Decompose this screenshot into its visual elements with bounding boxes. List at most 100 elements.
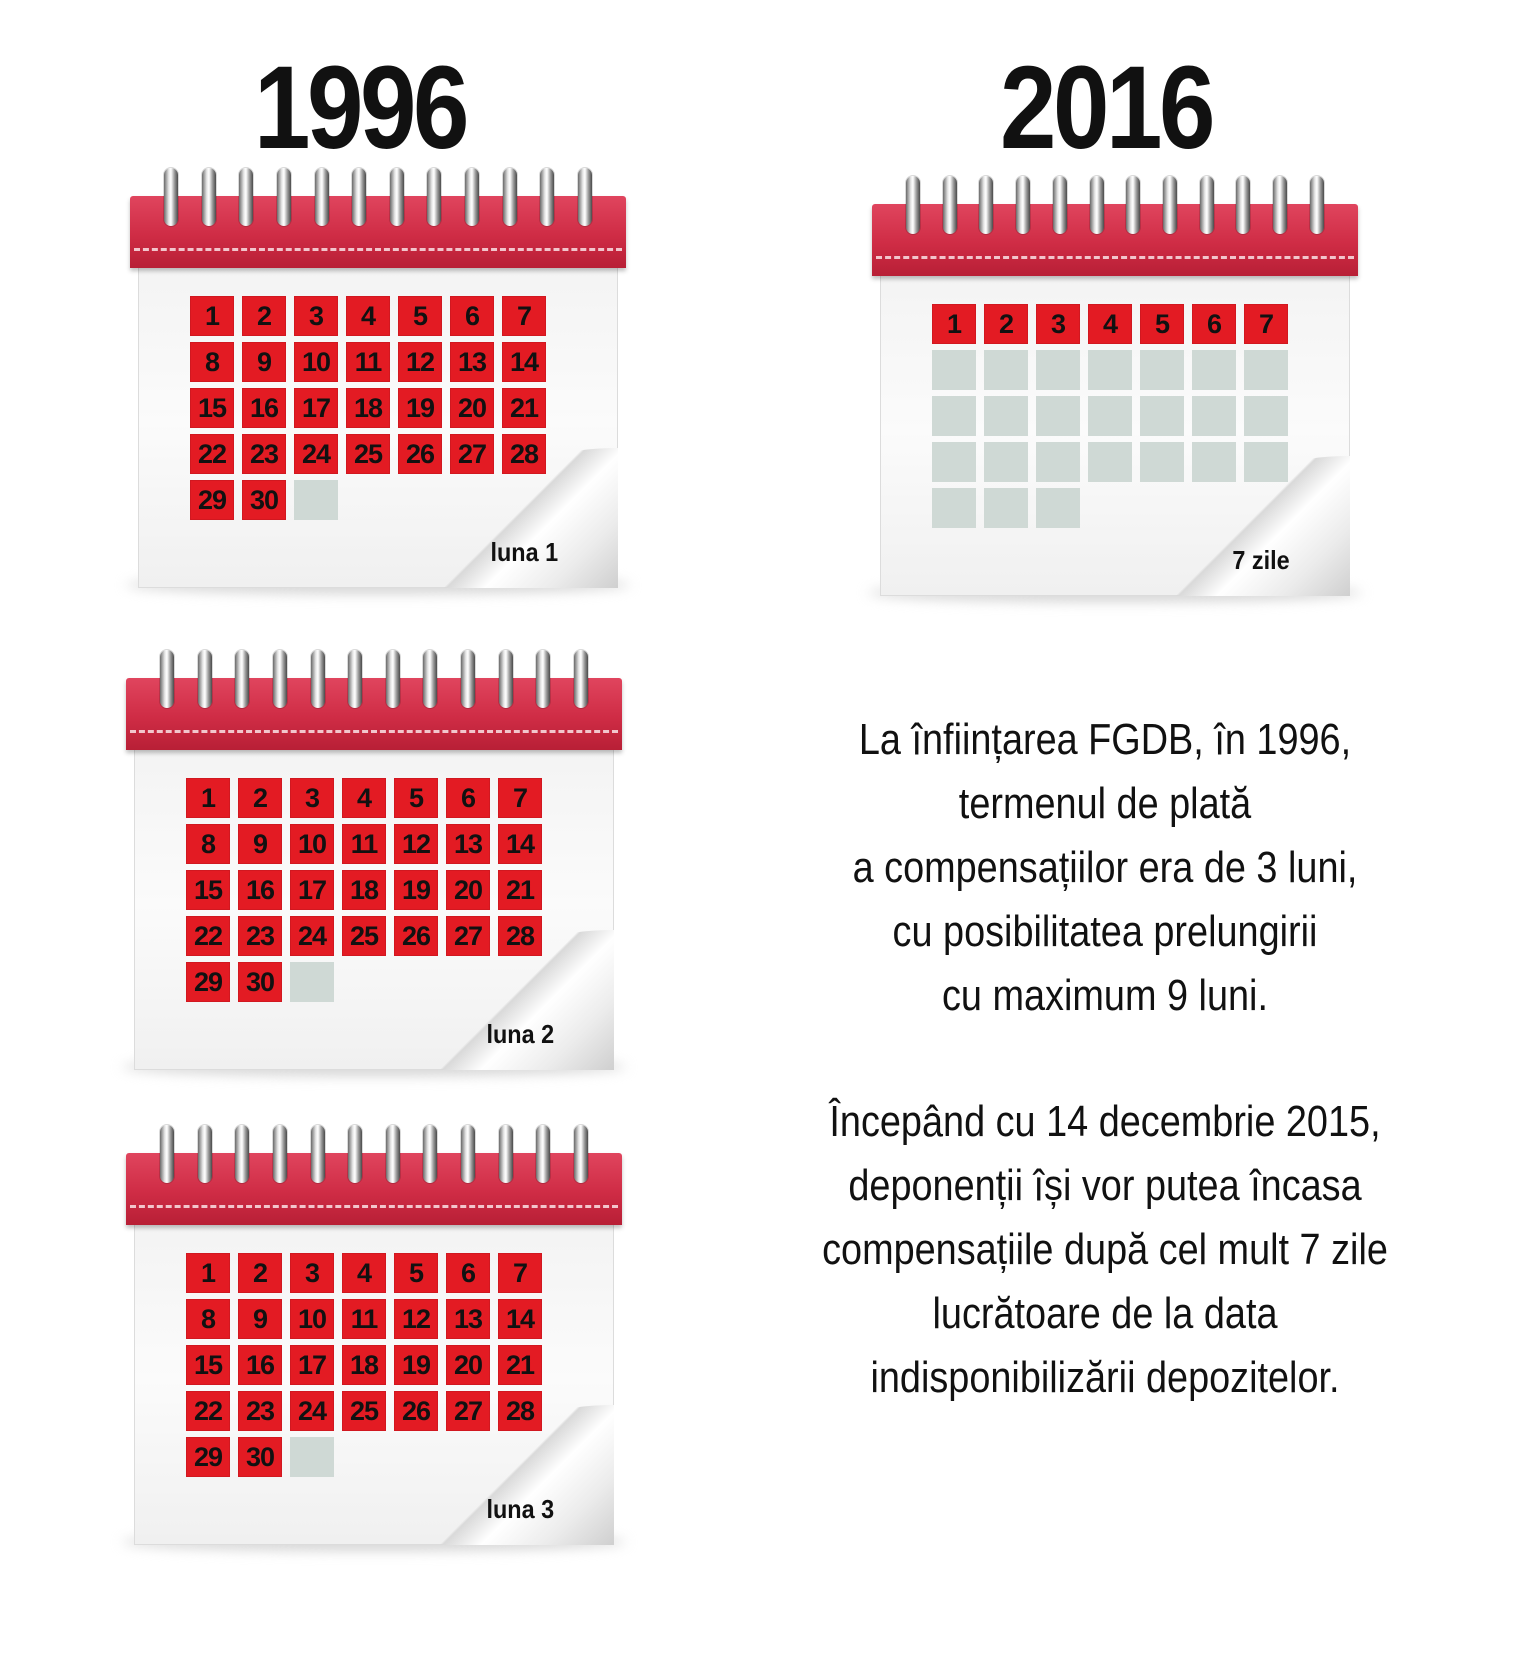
spiral-ring (1199, 176, 1214, 234)
day-cell-marked: 7 (1244, 304, 1288, 344)
day-cell-marked: 30 (238, 1437, 282, 1477)
day-cell-marked: 1 (186, 1253, 230, 1293)
day-cell-marked: 16 (238, 1345, 282, 1385)
info-line: indisponibilizării depozitelor. (870, 1353, 1340, 1402)
spiral-rings (160, 650, 588, 708)
day-cell-marked: 16 (238, 870, 282, 910)
spiral-ring (1016, 176, 1031, 234)
day-grid: 1 2 3 4 5 6 7 8 9 10 11 12 13 14 15 16 17 18 19 20 21 22 23 24 2… (186, 1253, 542, 1477)
spiral-ring (461, 1125, 475, 1183)
day-cell-marked: 16 (242, 388, 286, 428)
spiral-ring (272, 650, 287, 708)
day-cell-marked: 25 (342, 916, 386, 956)
day-cell-marked: 25 (342, 1391, 386, 1431)
day-cell-marked: 26 (394, 1391, 438, 1431)
spiral-ring (197, 1125, 212, 1183)
day-cell-marked: 13 (446, 824, 490, 864)
spiral-ring (577, 168, 592, 226)
spiral-ring (573, 650, 588, 708)
day-cell-empty (290, 962, 334, 1002)
spiral-rings (164, 168, 592, 226)
spiral-ring (348, 1125, 363, 1183)
day-cell-marked: 11 (342, 1299, 386, 1339)
day-cell-marked: 10 (294, 342, 338, 382)
day-cell-marked: 24 (290, 1391, 334, 1431)
spiral-ring (164, 168, 178, 226)
day-cell-empty (932, 488, 976, 528)
day-cell-marked: 6 (446, 778, 490, 818)
day-cell-marked: 12 (394, 824, 438, 864)
day-cell-empty (1036, 350, 1080, 390)
day-cell-marked: 24 (290, 916, 334, 956)
spiral-ring (498, 1125, 513, 1183)
spiral-ring (385, 650, 400, 708)
day-cell-marked: 30 (242, 480, 286, 520)
day-cell-marked: 2 (242, 296, 286, 336)
day-cell-marked: 13 (446, 1299, 490, 1339)
day-cell-marked: 14 (502, 342, 546, 382)
day-cell-marked: 28 (498, 916, 542, 956)
day-cell-marked: 22 (186, 1391, 230, 1431)
day-cell-marked: 29 (186, 1437, 230, 1477)
day-cell-empty (984, 442, 1028, 482)
spiral-ring (1236, 176, 1251, 234)
day-cell-marked: 17 (290, 1345, 334, 1385)
spiral-ring (310, 1125, 325, 1183)
day-cell-marked: 8 (190, 342, 234, 382)
spiral-ring (276, 168, 291, 226)
info-line: cu maximum 9 luni. (942, 971, 1268, 1020)
spiral-ring (536, 1125, 551, 1183)
day-cell-marked: 25 (346, 434, 390, 474)
calendar-1996-month-3: 1 2 3 4 5 6 7 8 9 10 11 12 13 14 15 16 17 18 19 20 21 22 23 24 2… (122, 1125, 626, 1551)
day-cell-marked: 9 (242, 342, 286, 382)
spiral-ring (389, 168, 404, 226)
spiral-ring (540, 168, 555, 226)
day-cell-marked: 27 (450, 434, 494, 474)
day-cell-marked: 11 (346, 342, 390, 382)
day-cell-empty (1192, 350, 1236, 390)
day-cell-marked: 13 (450, 342, 494, 382)
day-cell-marked: 15 (190, 388, 234, 428)
day-cell-marked: 2 (238, 778, 282, 818)
year-1996-title: 1996 (253, 42, 469, 174)
day-cell-marked: 5 (394, 1253, 438, 1293)
spiral-ring (314, 168, 329, 226)
day-cell-marked: 11 (342, 824, 386, 864)
day-cell-marked: 20 (446, 1345, 490, 1385)
day-cell-marked: 23 (238, 1391, 282, 1431)
day-cell-marked: 29 (190, 480, 234, 520)
day-cell-marked: 20 (450, 388, 494, 428)
day-cell-marked: 19 (398, 388, 442, 428)
day-cell-marked: 1 (932, 304, 976, 344)
day-cell-empty (932, 442, 976, 482)
day-cell-empty (1088, 442, 1132, 482)
day-cell-empty (1192, 396, 1236, 436)
day-cell-empty (1036, 488, 1080, 528)
day-cell-marked: 19 (394, 870, 438, 910)
calendar-1996-month-1: 1 2 3 4 5 6 7 8 9 10 11 12 13 14 15 16 17 18 19 20 21 22 23 24 2… (126, 168, 630, 594)
binding-stitch (134, 248, 622, 251)
day-cell-marked: 6 (450, 296, 494, 336)
year-2016-title: 2016 (999, 42, 1215, 174)
spiral-ring (348, 650, 363, 708)
day-cell-empty (932, 350, 976, 390)
day-cell-marked: 23 (238, 916, 282, 956)
spiral-ring (352, 168, 367, 226)
calendar-caption: 7 zile (1232, 545, 1290, 575)
day-cell-marked: 21 (498, 1345, 542, 1385)
day-cell-marked: 4 (342, 1253, 386, 1293)
day-cell-marked: 27 (446, 916, 490, 956)
day-cell-marked: 4 (342, 778, 386, 818)
day-cell-marked: 30 (238, 962, 282, 1002)
info-line: La înființarea FGDB, în 1996, (858, 715, 1352, 764)
info-line: compensațiile după cel mult 7 zile (822, 1225, 1388, 1274)
info-line: cu posibilitatea prelungirii (892, 907, 1318, 956)
day-cell-marked: 5 (394, 778, 438, 818)
day-cell-marked: 8 (186, 1299, 230, 1339)
day-cell-empty (1244, 442, 1288, 482)
spiral-ring (235, 1125, 250, 1183)
day-cell-marked: 28 (498, 1391, 542, 1431)
day-cell-marked: 5 (398, 296, 442, 336)
day-grid: 1 2 3 4 5 6 7 8 9 10 11 12 13 14 15 16 17 18 19 20 21 22 23 24 2… (186, 778, 542, 1002)
